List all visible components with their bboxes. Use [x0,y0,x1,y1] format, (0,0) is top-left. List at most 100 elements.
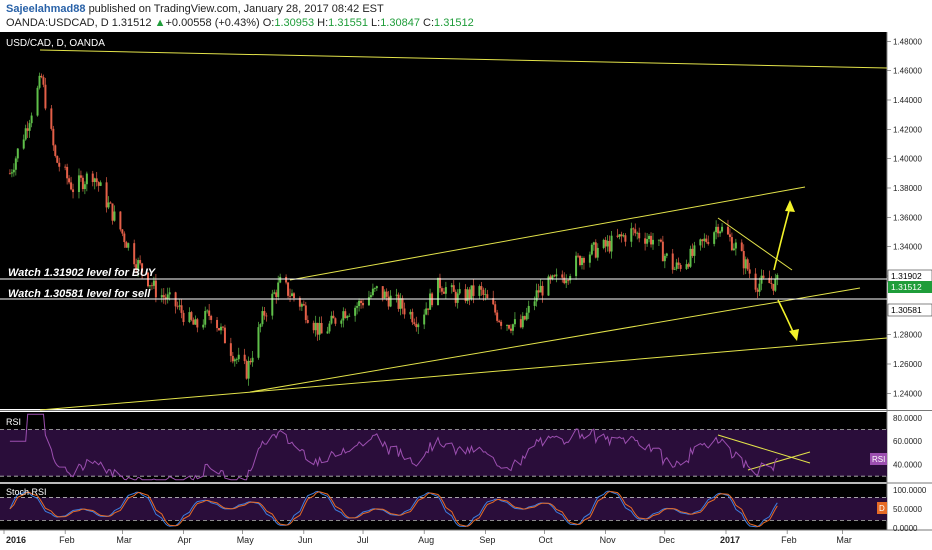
candle-body [344,311,347,319]
channel-lower-trendline[interactable] [249,287,861,393]
high-label: H: [317,17,329,29]
candle-body [180,305,183,313]
candle-body [371,288,374,296]
price-pane[interactable] [0,32,887,409]
candle-body [537,290,540,293]
candle-body [760,275,763,284]
time-scale[interactable] [0,530,932,550]
candle-body [54,145,57,156]
change-text: +0.00558 (+0.43%) [165,17,260,29]
candle-body [768,277,771,284]
candle-body [632,228,635,230]
candle-body [354,307,357,316]
candle-body [525,312,528,320]
candle-body [342,311,345,321]
candle-body [330,315,333,324]
candle-body [563,277,566,284]
candle-body [279,276,282,283]
candle-body [478,286,481,296]
sell-annotation: Watch 1.30581 level for sell [8,288,151,300]
top-trendline[interactable] [39,49,888,69]
candle-body [316,322,319,335]
candle-body [555,274,558,277]
candle-body [300,304,303,307]
sell-level-price-tag [887,303,932,317]
candle-body [221,326,224,328]
candle-body [754,273,757,290]
stoch-k-line [9,490,778,528]
candle-body [83,184,86,190]
candle-body [744,259,747,269]
candle-body [577,255,580,257]
candle-body [646,239,649,244]
candle-body [289,295,292,297]
candle-body [774,278,777,291]
candle-body [81,177,84,190]
candle-body [423,314,426,325]
candle-body [318,323,321,335]
time-tick-label: Dec [659,535,676,545]
candle-body [630,228,633,242]
candle-body [452,285,455,292]
candle-body [450,285,453,288]
candle-body [523,316,526,320]
rsi-band [0,429,887,477]
author-link[interactable]: Sajeelahmad88 [6,3,86,15]
candle-body [590,244,593,255]
candle-body [77,175,80,193]
candle-body [302,304,305,306]
candle-body [362,303,365,306]
rsi-trendline-lower[interactable] [747,451,811,471]
rsi-tick-label: 60.0000 [893,437,922,446]
candle-body [358,300,361,307]
candle-body [14,158,17,170]
candle-body [16,148,19,159]
candle-body [703,238,706,242]
chart-canvas[interactable]: 1.48000 1.46000 1.44000 1.42000 1.40000 1.380… [0,32,932,550]
rsi-trendline-upper[interactable] [717,434,811,464]
candle-body [139,260,142,264]
candle-body [24,128,27,140]
candle-body [464,289,467,302]
channel-upper-trendline[interactable] [289,186,806,281]
candle-body [360,300,363,304]
long-support-trendline[interactable] [39,337,888,411]
candle-body [650,235,653,245]
candle-body [610,235,613,252]
candle-body [42,77,45,85]
candle-body [429,293,432,310]
candle-body [111,203,114,221]
candle-body [746,259,749,270]
direction-arrows [773,200,799,341]
candle-body [588,254,591,263]
rsi-tick-label: 80.0000 [893,414,922,423]
candle-body [444,287,447,294]
candle-body [417,324,420,328]
candle-body [620,234,623,237]
candle-body [425,308,428,315]
candle-body [659,239,662,242]
price-tick-label: 1.34000 [893,243,922,252]
candle-body [624,235,627,242]
chart-title: USD/CAD, D, OANDA [6,38,105,49]
candle-body [79,175,82,178]
candle-body [206,310,209,312]
candle-body [263,311,266,316]
candle-body [482,289,485,295]
candle-body [500,321,503,326]
candle-body [442,291,445,294]
candle-body [673,268,676,270]
candle-body [107,202,110,208]
candle-body [369,295,372,298]
sell-level-price: 1.30581 [891,305,922,315]
time-tick-label: 2017 [720,535,740,545]
descending-trendline[interactable] [717,217,793,271]
candle-body [549,276,552,279]
candle-body [12,169,15,173]
candle-body [758,283,761,292]
candle-body [726,226,729,235]
candle-body [219,326,222,331]
candle-body [652,239,655,245]
candle-body [247,360,250,379]
open-value: 1.30953 [274,17,315,29]
